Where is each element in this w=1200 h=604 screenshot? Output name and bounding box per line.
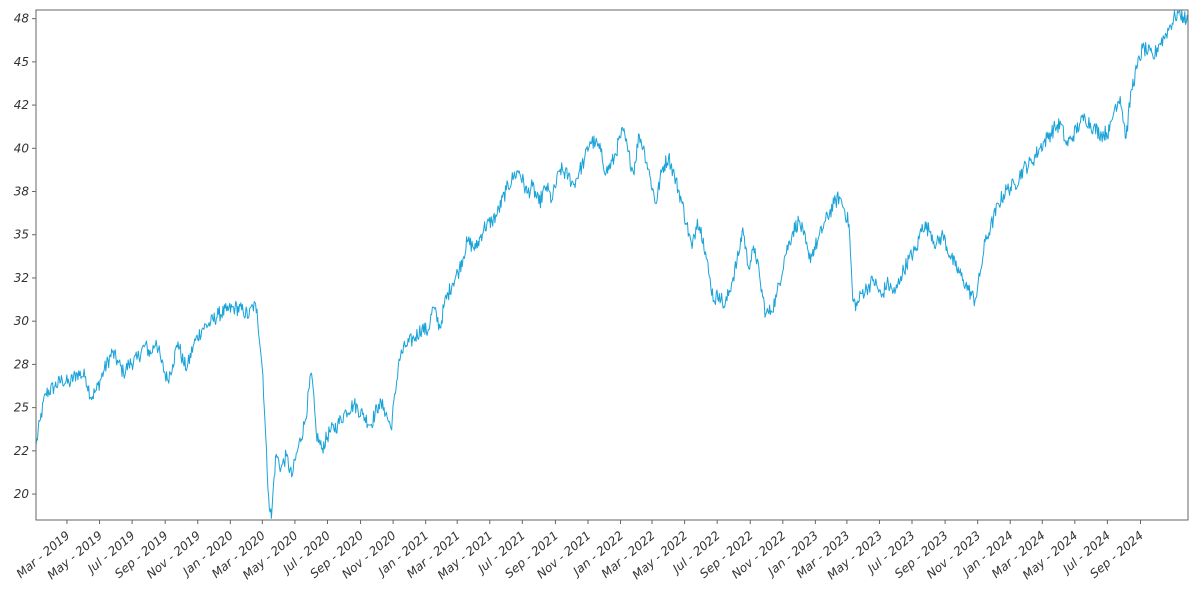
y-tick-label: 20 bbox=[14, 487, 30, 501]
plot-area-frame bbox=[35, 9, 1189, 521]
y-tick-label: 30 bbox=[14, 314, 30, 328]
y-tick-label: 25 bbox=[14, 401, 29, 415]
y-tick-label: 35 bbox=[14, 228, 29, 242]
y-tick-label: 28 bbox=[14, 357, 30, 371]
y-tick-label: 48 bbox=[14, 12, 30, 26]
y-tick-label: 38 bbox=[14, 185, 30, 199]
price-series-line bbox=[35, 9, 1189, 519]
y-tick-label: 40 bbox=[14, 141, 30, 155]
y-tick-label: 22 bbox=[14, 444, 29, 458]
y-axis-ticks: 20 22 25 28 30 32 35 38 40 42 45 48 bbox=[14, 12, 36, 501]
y-tick-label: 32 bbox=[14, 271, 29, 285]
y-tick-label: 45 bbox=[14, 55, 29, 69]
y-tick-label: 42 bbox=[14, 98, 29, 112]
